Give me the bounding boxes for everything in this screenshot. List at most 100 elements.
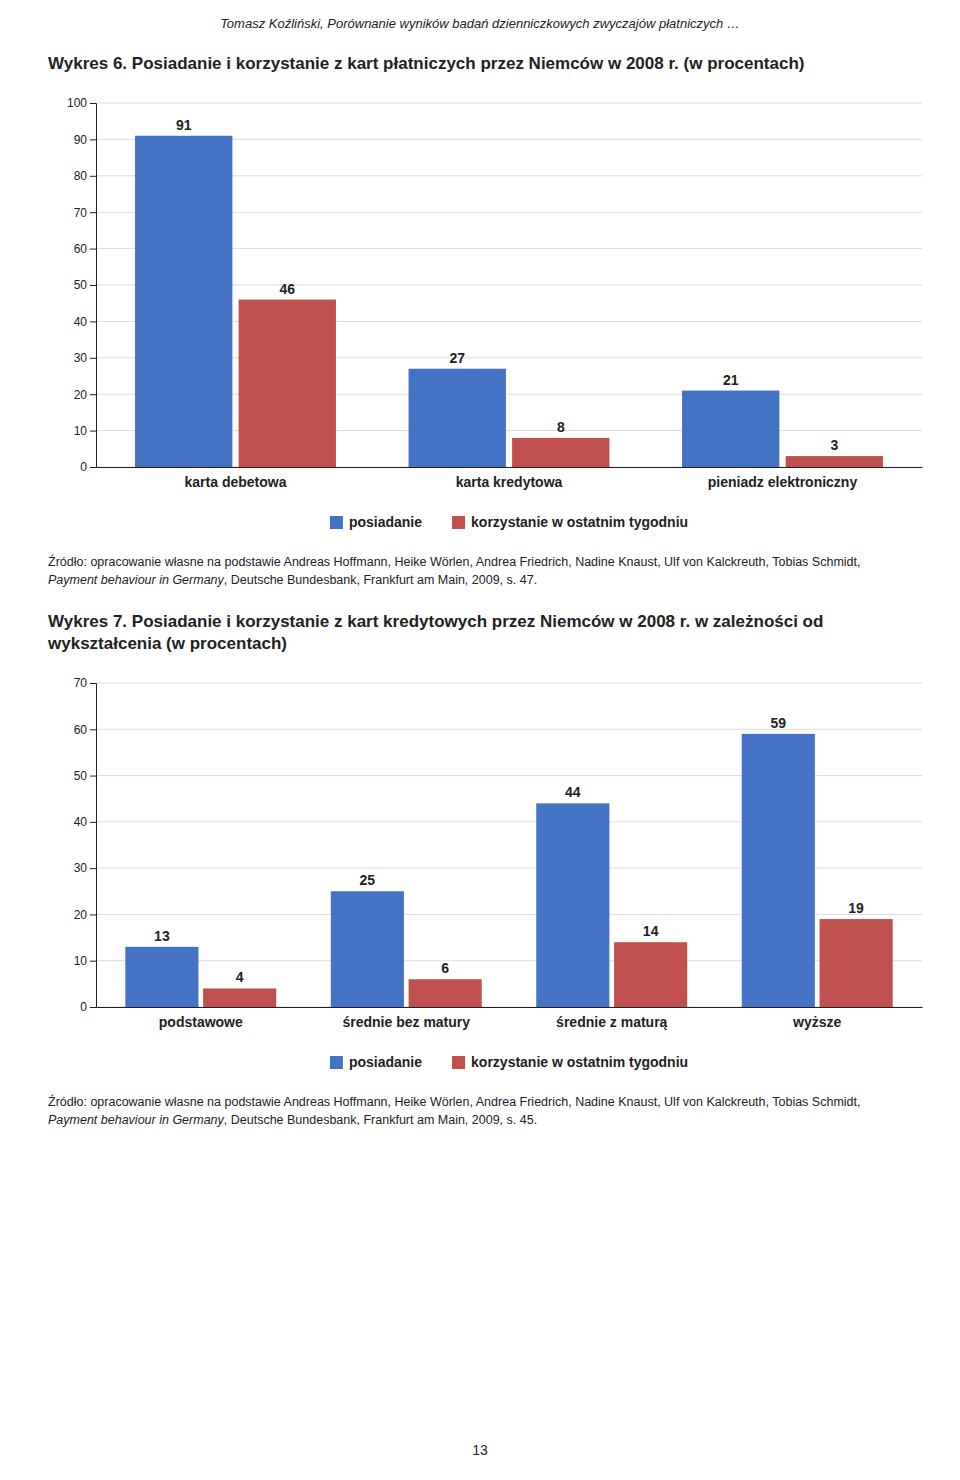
legend-item: posiadanie bbox=[330, 514, 422, 530]
bar bbox=[125, 947, 198, 1007]
tick-mark bbox=[90, 683, 96, 684]
axis-line bbox=[97, 1007, 923, 1008]
tick-label: 0 bbox=[80, 1000, 87, 1014]
bar bbox=[742, 734, 815, 1007]
data-label: 27 bbox=[449, 350, 465, 366]
tick-mark bbox=[90, 358, 96, 359]
tick-label: 0 bbox=[80, 460, 87, 474]
bar bbox=[536, 803, 609, 1007]
grid bbox=[96, 683, 922, 1007]
tick-mark bbox=[90, 212, 96, 213]
data-labels: 13254459461419 bbox=[154, 715, 864, 986]
x-tick: karta debetowa bbox=[185, 474, 287, 490]
legend-label: korzystanie w ostatnim tygodniu bbox=[471, 1054, 688, 1070]
tick-label: 60 bbox=[74, 723, 88, 737]
source-text: , Deutsche Bundesbank, Frankfurt am Main… bbox=[224, 573, 537, 587]
y-tick: 90 bbox=[74, 133, 96, 147]
legend-swatch bbox=[330, 516, 343, 529]
tick-mark bbox=[90, 176, 96, 177]
tick-label: 80 bbox=[74, 169, 88, 183]
tick-label: 70 bbox=[74, 206, 88, 220]
legend-swatch bbox=[330, 1056, 343, 1069]
source-text: , Deutsche Bundesbank, Frankfurt am Main… bbox=[224, 1113, 537, 1127]
tick-label: 20 bbox=[74, 388, 88, 402]
page-number: 13 bbox=[0, 1442, 960, 1458]
data-label: 25 bbox=[360, 872, 376, 888]
tick-mark bbox=[90, 249, 96, 250]
bar bbox=[682, 391, 779, 467]
legend-item: posiadanie bbox=[330, 1054, 422, 1070]
legend: posiadanie korzystanie w ostatnim tygodni… bbox=[330, 514, 688, 530]
x-tick: pieniadz elektroniczny bbox=[708, 474, 858, 490]
tick-label: podstawowe bbox=[159, 1014, 243, 1030]
tick-label: karta kredytowa bbox=[456, 474, 563, 490]
source: Źródło: opracowanie własne na podstawie … bbox=[48, 1093, 912, 1129]
y-tick: 80 bbox=[74, 169, 96, 183]
grid-line bbox=[96, 683, 922, 684]
tick-mark bbox=[90, 776, 96, 777]
tick-label: 90 bbox=[74, 133, 88, 147]
tick-label: 60 bbox=[74, 242, 88, 256]
tick-mark bbox=[90, 961, 96, 962]
bar bbox=[135, 136, 232, 467]
bar bbox=[239, 300, 336, 467]
y-tick: 70 bbox=[74, 206, 96, 220]
y-tick: 40 bbox=[74, 815, 96, 829]
axis-line bbox=[97, 467, 923, 468]
data-label: 3 bbox=[830, 437, 838, 453]
legend-label: korzystanie w ostatnim tygodniu bbox=[471, 514, 688, 530]
chart-title: Wykres 6. Posiadanie i korzystanie z kar… bbox=[48, 53, 912, 75]
grid-line bbox=[96, 103, 922, 104]
x-tick: średnie bez matury bbox=[342, 1014, 470, 1030]
y-axis: 0102030405060708090100 bbox=[67, 96, 97, 474]
tick-mark bbox=[90, 394, 96, 395]
grid bbox=[96, 103, 922, 467]
bar bbox=[409, 979, 482, 1007]
bars bbox=[125, 734, 892, 1007]
y-tick: 0 bbox=[80, 1000, 96, 1014]
tick-label: średnie bez matury bbox=[342, 1014, 470, 1030]
tick-label: 50 bbox=[74, 278, 88, 292]
y-tick: 50 bbox=[74, 278, 96, 292]
data-label: 21 bbox=[723, 372, 739, 388]
chart-title: Wykres 7. Posiadanie i korzystanie z kar… bbox=[48, 611, 912, 655]
x-tick: średnie z maturą bbox=[556, 1014, 667, 1030]
bar bbox=[820, 919, 893, 1007]
y-tick: 100 bbox=[67, 96, 96, 110]
tick-label: średnie z maturą bbox=[556, 1014, 667, 1030]
legend-label: posiadanie bbox=[349, 1054, 422, 1070]
tick-label: karta debetowa bbox=[185, 474, 287, 490]
tick-label: 50 bbox=[74, 769, 88, 783]
axis-line bbox=[90, 684, 97, 1008]
data-label: 91 bbox=[176, 117, 192, 133]
tick-mark bbox=[90, 431, 96, 432]
bar bbox=[512, 438, 609, 467]
tick-mark bbox=[90, 321, 96, 322]
y-axis: 010203040506070 bbox=[74, 676, 97, 1014]
x-tick: podstawowe bbox=[159, 1014, 243, 1030]
tick-mark bbox=[90, 285, 96, 286]
axis-line bbox=[90, 104, 97, 468]
tick-label: 10 bbox=[74, 424, 88, 438]
source-text: Źródło: opracowanie własne na podstawie … bbox=[48, 1095, 860, 1109]
grid-line bbox=[96, 729, 922, 730]
x-tick: wyższe bbox=[792, 1014, 841, 1030]
bar bbox=[331, 891, 404, 1007]
data-label: 6 bbox=[441, 960, 449, 976]
y-tick: 40 bbox=[74, 315, 96, 329]
chart: 01020304050607013254459461419podstawoweś… bbox=[0, 659, 960, 1089]
tick-mark bbox=[90, 729, 96, 730]
tick-label: 70 bbox=[74, 676, 88, 690]
y-tick: 30 bbox=[74, 861, 96, 875]
tick-mark bbox=[90, 914, 96, 915]
tick-mark bbox=[90, 467, 96, 468]
data-labels: 9127214683 bbox=[176, 117, 838, 453]
legend-swatch bbox=[452, 516, 465, 529]
y-tick: 20 bbox=[74, 388, 96, 402]
y-tick: 0 bbox=[80, 460, 96, 474]
x-tick: karta kredytowa bbox=[456, 474, 563, 490]
x-axis: podstawowe średnie bez matury średnie z ma… bbox=[97, 1008, 923, 1030]
tick-mark bbox=[90, 822, 96, 823]
tick-label: 30 bbox=[74, 861, 88, 875]
y-tick: 50 bbox=[74, 769, 96, 783]
